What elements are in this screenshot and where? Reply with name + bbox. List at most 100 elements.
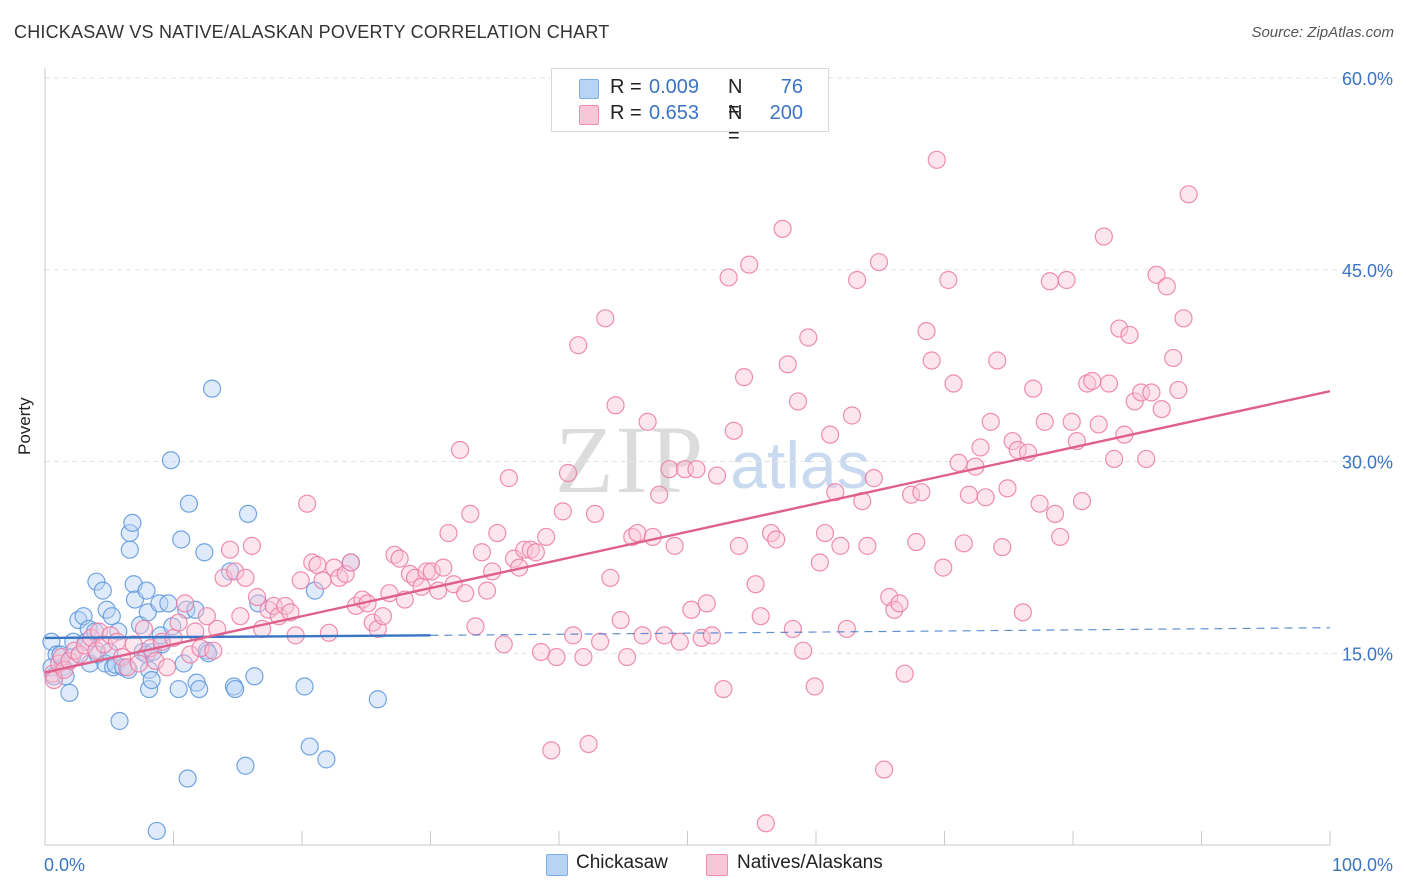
chickasaw-point (172, 530, 191, 549)
bottom-legend-label-chickasaw: Chickasaw (576, 852, 668, 873)
natives-trend-line (44, 390, 1331, 674)
natives-point (1040, 272, 1059, 291)
natives-point (954, 534, 973, 553)
natives-point (794, 641, 813, 660)
natives-point (1137, 449, 1156, 469)
chickasaw-point (161, 451, 181, 470)
natives-point (842, 406, 862, 425)
natives-point (1164, 348, 1183, 368)
natives-point (181, 645, 200, 664)
natives-point (687, 460, 706, 479)
natives-point (1072, 492, 1092, 511)
chickasaw-point (305, 581, 324, 600)
chickasaw-point (120, 540, 139, 559)
natives-point (220, 540, 240, 559)
natives-point (655, 626, 674, 645)
natives-point (134, 619, 154, 639)
natives-point (959, 485, 979, 504)
natives-point (1157, 277, 1176, 296)
natives-point (815, 523, 835, 543)
chickasaw-point (102, 607, 121, 626)
natives-point (1132, 383, 1151, 402)
natives-point (773, 219, 792, 238)
watermark: ZIP atlas (555, 406, 870, 513)
chickasaw-point (317, 750, 336, 769)
natives-point (998, 479, 1017, 498)
natives-point (697, 594, 716, 613)
chickasaw-point (179, 494, 199, 513)
legend-r-label: R = (610, 76, 642, 98)
natives-point (1125, 392, 1144, 411)
natives-point (650, 485, 669, 504)
natives-point (1174, 309, 1193, 328)
bottom-legend-label-natives: Natives/Alaskans (737, 852, 883, 873)
natives-point (660, 460, 679, 479)
natives-point (537, 527, 556, 547)
natives-point (547, 647, 566, 667)
natives-point (477, 581, 497, 600)
natives-point (146, 651, 165, 671)
legend-n-value: 76 (780, 76, 803, 98)
chickasaw-point (104, 658, 123, 677)
chickasaw-point (178, 769, 197, 788)
bottom-legend-swatch-chickasaw (546, 854, 568, 876)
natives-point (949, 453, 968, 472)
legend-n-value: 200 (769, 102, 803, 124)
natives-point (756, 814, 775, 833)
natives-point (864, 469, 883, 488)
natives-point (461, 504, 480, 524)
series-natives-alaskans (43, 150, 1198, 833)
natives-point (746, 575, 765, 594)
natives-point (810, 553, 829, 572)
natives-point (1003, 431, 1022, 451)
natives-point (1147, 265, 1166, 284)
natives-point (934, 558, 953, 577)
natives-point (319, 623, 339, 642)
chickasaw-point (236, 756, 255, 775)
chickasaw-point (226, 679, 245, 699)
y-tick-label: 30.0% (1342, 453, 1393, 473)
natives-point (466, 617, 485, 636)
natives-point (707, 466, 727, 485)
natives-point (596, 309, 615, 328)
natives-point (922, 351, 941, 370)
bottom-legend-swatch-natives (706, 854, 728, 876)
natives-point (633, 626, 652, 645)
natives-point (788, 392, 808, 411)
natives-point (1169, 380, 1188, 400)
legend-r-value: 0.009 (649, 76, 700, 98)
watermark-zip: ZIP (555, 406, 705, 513)
natives-point (917, 322, 936, 341)
natives-point (412, 577, 431, 596)
natives-point (939, 270, 958, 290)
chickasaw-point (60, 683, 79, 702)
natives-point (734, 368, 754, 387)
natives-point (1089, 415, 1108, 434)
natives-point (569, 336, 588, 355)
legend-swatch-chickasaw (579, 79, 599, 99)
chickasaw-point (142, 670, 161, 690)
natives-point (515, 540, 534, 559)
natives-point (1110, 319, 1129, 338)
natives-point (869, 252, 889, 272)
natives-point (1013, 603, 1032, 622)
chickasaw-point (249, 594, 268, 613)
natives-point (439, 523, 458, 543)
natives-point (1035, 412, 1054, 431)
natives-point (157, 658, 177, 677)
source-label: Source: ZipAtlas.com (1251, 24, 1394, 41)
natives-point (558, 463, 578, 483)
legend-n-label: N = (728, 102, 743, 147)
x-tick-label-min: 0.0% (44, 855, 85, 875)
natives-point (1152, 399, 1171, 419)
natives-point (682, 600, 701, 619)
natives-point (988, 351, 1007, 370)
legend-swatch-natives (579, 105, 599, 125)
legend-r-label: R = (610, 102, 642, 124)
natives-point (907, 532, 926, 552)
natives-point (553, 502, 572, 521)
natives-point (231, 607, 250, 626)
natives-point (1051, 527, 1070, 547)
natives-point (601, 568, 620, 587)
x-tick-label-max: 100.0% (1332, 855, 1393, 875)
